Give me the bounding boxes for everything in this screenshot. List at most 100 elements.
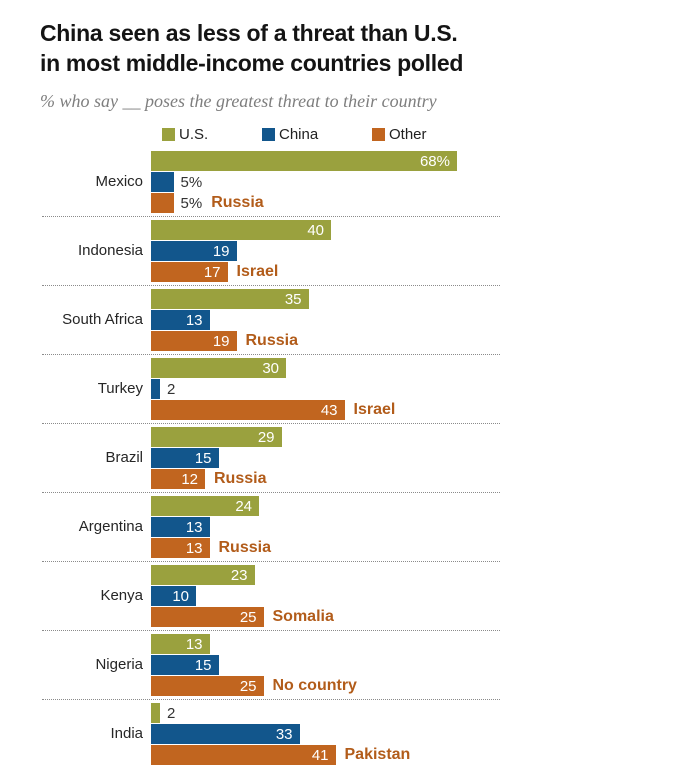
country-group: Nigeria 13 15 25 No country: [40, 631, 640, 700]
other-target-label: Russia: [214, 470, 267, 487]
other-target-label: Pakistan: [344, 746, 411, 763]
bar-row-us: 13: [151, 634, 640, 654]
bar-value: 35: [284, 290, 302, 308]
bar-row-us: 30: [151, 358, 640, 378]
country-group: Indonesia 40 19 17 Israel: [40, 217, 640, 286]
country-group: Mexico 68% 5% 5% Russia: [40, 148, 640, 217]
other-target-label: Israel: [353, 401, 396, 418]
bar-row-china: 15: [151, 448, 640, 468]
bar-row-china: 10: [151, 586, 640, 606]
bar-china: 13: [151, 517, 210, 537]
bar-value: 17: [203, 263, 221, 281]
bar-us: 68%: [151, 151, 457, 171]
bar-stack: 68% 5% 5% Russia: [151, 151, 640, 213]
bar-value: 25: [239, 677, 257, 695]
country-group: Brazil 29 15 12 Russia: [40, 424, 640, 493]
bar-other: 19: [151, 331, 237, 351]
bar-value: 23: [230, 566, 248, 584]
bar-row-us: 35: [151, 289, 640, 309]
other-target-label: Russia: [245, 332, 298, 349]
legend-swatch-other-icon: [372, 127, 385, 141]
bar-row-us: 29: [151, 427, 640, 447]
bar-row-other: 17 Israel: [151, 262, 640, 282]
bar-value: 15: [194, 449, 212, 467]
country-group: Turkey 30 2 43 Israel: [40, 355, 640, 424]
bar-us: 29: [151, 427, 282, 447]
bar-stack: 30 2 43 Israel: [151, 358, 640, 420]
bar-value: 41: [311, 746, 329, 764]
legend: U.S. China Other: [162, 126, 640, 143]
chart-subtitle: % who say __ poses the greatest threat t…: [40, 91, 437, 111]
bar-value: 13: [185, 635, 203, 653]
bar-us: 30: [151, 358, 286, 378]
other-target-label: No country: [272, 677, 357, 694]
bar-china: 33: [151, 724, 300, 744]
bar-stack: 24 13 13 Russia: [151, 496, 640, 558]
row-separator: [42, 216, 500, 217]
bar-value: 5%: [180, 173, 203, 191]
row-separator: [42, 423, 500, 424]
bar-china: 19: [151, 241, 237, 261]
bar-other: 41: [151, 745, 336, 765]
bar-other: [151, 193, 174, 213]
bar-china: 15: [151, 448, 219, 468]
bar-row-other: 25 Somalia: [151, 607, 640, 627]
legend-item-other: Other: [372, 126, 427, 143]
bar-row-other: 25 No country: [151, 676, 640, 696]
bar-row-other: 12 Russia: [151, 469, 640, 489]
other-target-label: Russia: [211, 194, 264, 211]
chart-title: China seen as less of a threat than U.S.…: [40, 18, 640, 78]
legend-label-other: Other: [389, 125, 427, 143]
legend-item-china: China: [262, 126, 372, 143]
bar-value: 2: [167, 704, 176, 722]
other-target-label: Russia: [218, 539, 271, 556]
bar-china: 15: [151, 655, 219, 675]
bar-other: 25: [151, 676, 264, 696]
bar-row-us: 23: [151, 565, 640, 585]
country-label: India: [110, 725, 143, 742]
bar-value: 33: [275, 725, 293, 743]
country-label: Brazil: [105, 449, 143, 466]
bar-row-china: 33: [151, 724, 640, 744]
bar-value: 2: [167, 380, 176, 398]
bar-row-china: 19: [151, 241, 640, 261]
row-separator: [42, 285, 500, 286]
bar-stack: 35 13 19 Russia: [151, 289, 640, 351]
bar-value: 40: [307, 221, 324, 239]
country-group: South Africa 35 13 19 Russia: [40, 286, 640, 355]
country-label: Kenya: [100, 587, 143, 604]
row-separator: [42, 561, 500, 562]
bar-stack: 40 19 17 Israel: [151, 220, 640, 282]
bar-row-other: 43 Israel: [151, 400, 640, 420]
bar-row-us: 24: [151, 496, 640, 516]
country-label: South Africa: [62, 311, 143, 328]
bar-row-china: 2: [151, 379, 640, 399]
bar-row-other: 13 Russia: [151, 538, 640, 558]
bar-row-china: 13: [151, 310, 640, 330]
country-group: India 2 33 41 Pakistan: [40, 700, 640, 765]
row-separator: [42, 492, 500, 493]
bar-row-other: 19 Russia: [151, 331, 640, 351]
row-separator: [42, 354, 500, 355]
bar-value: 13: [185, 539, 203, 557]
bar-stack: 2 33 41 Pakistan: [151, 703, 640, 765]
bar-us: 13: [151, 634, 210, 654]
bar-value: 10: [172, 587, 189, 605]
bar-row-china: 5%: [151, 172, 640, 192]
legend-swatch-us-icon: [162, 127, 175, 141]
bar-row-us: 68%: [151, 151, 640, 171]
bar-value: 25: [239, 608, 257, 626]
bar-china: 10: [151, 586, 196, 606]
legend-item-us: U.S.: [162, 126, 262, 143]
bar-other: 43: [151, 400, 345, 420]
bar-row-china: 15: [151, 655, 640, 675]
chart-title-line1: China seen as less of a threat than U.S.: [40, 20, 458, 46]
bar-value: 15: [194, 656, 212, 674]
bar-us: 23: [151, 565, 255, 585]
country-group: Kenya 23 10 25 Somalia: [40, 562, 640, 631]
bar-stack: 29 15 12 Russia: [151, 427, 640, 489]
legend-label-china: China: [279, 125, 319, 143]
bar-value: 68%: [419, 152, 450, 170]
other-target-label: Somalia: [272, 608, 334, 625]
bar-us: 35: [151, 289, 309, 309]
